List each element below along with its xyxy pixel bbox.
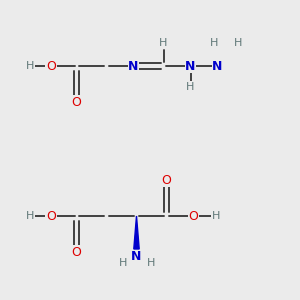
Text: O: O — [46, 209, 56, 223]
Text: O: O — [162, 173, 171, 187]
Text: O: O — [72, 95, 81, 109]
Text: N: N — [131, 250, 142, 263]
Text: H: H — [186, 82, 195, 92]
Text: N: N — [212, 59, 223, 73]
Text: O: O — [72, 245, 81, 259]
Text: H: H — [26, 211, 34, 221]
Text: H: H — [234, 38, 243, 49]
Text: H: H — [26, 61, 34, 71]
Text: O: O — [46, 59, 56, 73]
Text: O: O — [189, 209, 198, 223]
Text: H: H — [210, 38, 219, 49]
Text: H: H — [212, 211, 220, 221]
Polygon shape — [134, 216, 139, 249]
Text: H: H — [159, 38, 168, 49]
Text: H: H — [119, 257, 127, 268]
Text: H: H — [147, 257, 156, 268]
Text: N: N — [128, 59, 139, 73]
Text: N: N — [185, 59, 196, 73]
